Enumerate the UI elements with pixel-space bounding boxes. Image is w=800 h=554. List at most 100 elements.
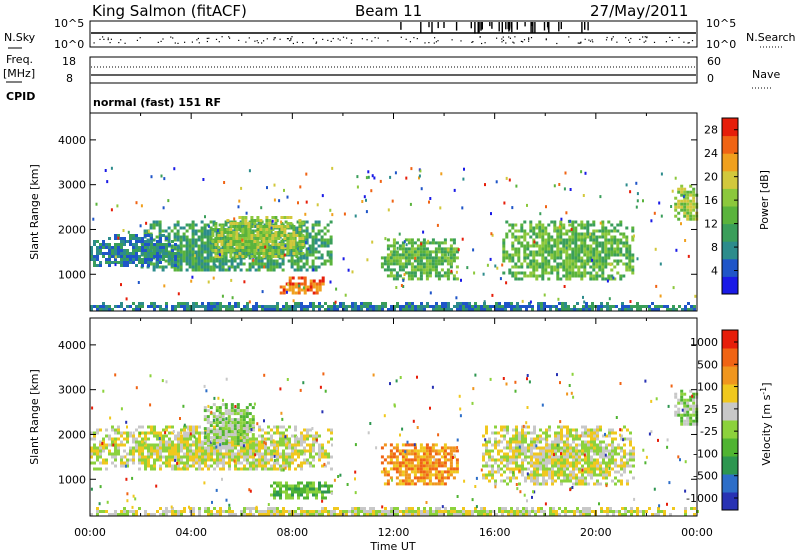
velocity-cell — [258, 455, 261, 459]
nsearch-point — [451, 39, 453, 41]
velocity-cell — [572, 452, 575, 456]
velocity-cell — [203, 427, 207, 431]
power-cell — [171, 305, 174, 308]
power-cell — [482, 272, 485, 276]
velocity-cell — [548, 458, 551, 462]
power-cell — [404, 265, 408, 269]
velocity-cell — [111, 455, 114, 459]
nsearch-point — [221, 36, 223, 38]
velocity-cell — [221, 418, 225, 422]
velocity-cell — [515, 476, 518, 480]
velocity-cell — [557, 449, 560, 453]
velocity-cell — [192, 440, 195, 444]
velocity-cell — [90, 461, 93, 465]
velocity-cell — [551, 482, 554, 486]
power-cell — [147, 255, 150, 258]
power-cell — [684, 239, 687, 242]
velocity-cell — [530, 455, 533, 459]
power-cell — [365, 176, 368, 180]
velocity-cell — [168, 458, 171, 462]
power-cell — [504, 302, 507, 305]
power-cell — [126, 249, 129, 252]
velocity-cell — [207, 434, 210, 438]
power-cell — [680, 222, 682, 226]
velocity-cell — [201, 431, 204, 435]
power-cell — [550, 244, 554, 248]
velocity-cell — [524, 440, 527, 444]
velocity-cell — [294, 452, 297, 456]
power-cell — [215, 232, 219, 236]
power-cell — [305, 235, 309, 239]
power-cell — [523, 259, 527, 263]
power-cell — [218, 250, 222, 254]
power-cell — [502, 250, 506, 254]
power-cell — [238, 246, 242, 249]
velocity-cell — [437, 449, 441, 453]
power-cell — [111, 255, 114, 258]
power-cell — [90, 305, 93, 308]
velocity-cell — [204, 458, 207, 462]
power-cell — [265, 231, 269, 234]
velocity-cell — [416, 479, 420, 483]
freq-label: Freq. — [6, 53, 33, 66]
power-cell — [159, 240, 162, 243]
velocity-cell — [389, 449, 393, 453]
power-cell — [606, 308, 609, 311]
power-cell — [244, 225, 248, 228]
power-cell — [564, 302, 567, 305]
power-cell — [299, 256, 303, 260]
velocity-cell — [521, 437, 524, 441]
power-cell — [159, 308, 162, 311]
power-cell — [395, 271, 399, 275]
power-cell — [290, 250, 294, 254]
velocity-cell — [246, 467, 249, 471]
velocity-cell — [557, 455, 560, 459]
velocity-cell — [288, 455, 291, 459]
power-cell — [613, 238, 617, 242]
power-cell — [569, 219, 572, 223]
velocity-cell — [233, 421, 237, 425]
power-cell — [259, 231, 263, 234]
power-cell — [459, 308, 462, 311]
power-cell — [517, 271, 521, 275]
power-cell — [96, 246, 99, 249]
power-cell — [392, 253, 396, 257]
station-title: King Salmon (fitACF) — [92, 2, 247, 20]
velocity-cell — [452, 449, 456, 453]
velocity-cell — [575, 473, 578, 477]
power-cell — [677, 202, 681, 206]
power-cell — [407, 277, 411, 281]
velocity-cell — [99, 428, 102, 432]
power-cell — [226, 228, 230, 231]
velocity-cell — [228, 461, 231, 465]
power-cell — [419, 277, 423, 281]
power-cell — [153, 246, 156, 249]
power-cell — [410, 256, 414, 260]
power-cell — [574, 229, 578, 233]
power-cell — [114, 263, 117, 267]
velocity-cell — [497, 464, 500, 468]
velocity-cell — [93, 461, 96, 465]
power-cell — [601, 244, 605, 248]
power-cell — [532, 259, 536, 263]
velocity-cell — [554, 458, 557, 462]
power-cell — [228, 305, 231, 308]
velocity-cell — [575, 458, 578, 462]
power-cell — [636, 302, 639, 305]
velocity-cell — [230, 412, 234, 416]
velocity-cell — [273, 449, 276, 453]
velocity-cell — [198, 464, 201, 468]
velocity-cell — [150, 452, 153, 456]
velocity-cell — [434, 482, 438, 486]
velocity-cell — [165, 440, 168, 444]
power-cell — [616, 229, 620, 233]
velocity-cell — [180, 443, 183, 447]
velocity-cell — [509, 458, 512, 462]
velocity-cell — [249, 446, 252, 450]
power-cell — [465, 308, 468, 311]
power-cell — [188, 256, 192, 260]
power-cell — [428, 274, 432, 278]
velocity-cell — [114, 431, 117, 435]
velocity-cell — [563, 425, 566, 429]
power-cell — [129, 255, 132, 258]
